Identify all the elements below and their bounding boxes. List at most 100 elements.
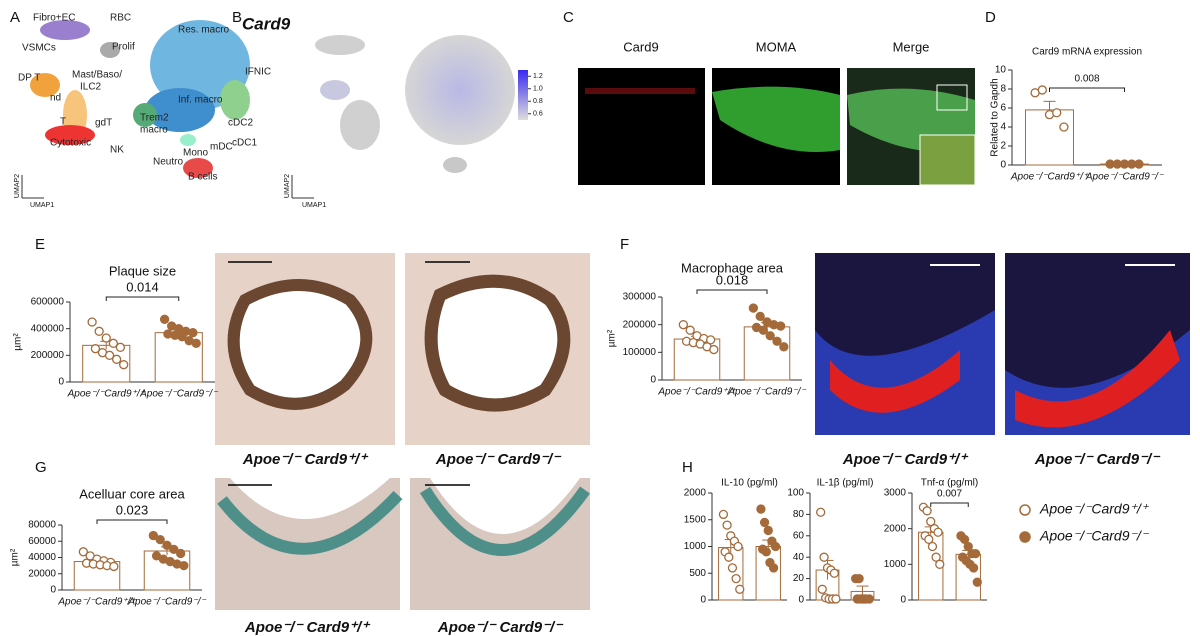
data-point	[162, 540, 172, 550]
colorbar-tick-label: 0.8	[533, 98, 543, 105]
data-point	[733, 541, 743, 552]
y-tick-label: 1500	[684, 514, 707, 525]
umap-axis-label: UMAP1	[30, 202, 54, 209]
y-tick-label: 2000	[684, 488, 707, 499]
y-tick-label: 0	[900, 595, 906, 606]
panel-b-title: Card9	[242, 14, 291, 33]
data-point	[931, 552, 941, 562]
umap-a	[30, 20, 250, 178]
data-point	[922, 506, 932, 516]
data-point	[169, 544, 179, 555]
data-point	[765, 331, 775, 341]
cluster-label: RBC	[110, 13, 131, 24]
y-tick-label: 300000	[623, 292, 657, 303]
data-point	[927, 541, 938, 552]
y-tick-label: 0	[1000, 160, 1006, 171]
data-point	[175, 548, 186, 559]
panel-letter: H	[682, 459, 693, 476]
data-point	[776, 321, 786, 331]
data-point	[148, 530, 159, 541]
cluster-label: Fibro+EC	[33, 13, 76, 24]
panel-letter: C	[563, 9, 574, 26]
colorbar-tick-label: 1.0	[533, 86, 543, 93]
data-point	[924, 534, 934, 545]
chart-title: Acelluar core area	[79, 486, 185, 501]
cluster-label: Mast/Baso/	[72, 70, 122, 81]
data-point	[177, 332, 187, 342]
data-point	[108, 338, 118, 348]
y-tick-label: 0	[50, 585, 56, 596]
y-tick-label: 100	[787, 488, 804, 499]
data-point	[722, 520, 732, 530]
data-point	[119, 360, 129, 370]
y-tick-label: 1000	[684, 541, 707, 552]
cluster-label: DP T	[18, 73, 40, 84]
x-tick-label: Apoe⁻/⁻Card9⁺/⁺	[67, 389, 146, 400]
cluster-label: nd	[50, 93, 61, 104]
data-point	[770, 541, 781, 552]
cluster-label: cDC1	[232, 138, 257, 149]
panel-letter: F	[620, 236, 629, 253]
micrographs-f	[815, 253, 1190, 435]
y-axis-label: Related to Gapdh	[990, 78, 1001, 156]
chart-title: Tnf-α (pg/ml)	[921, 478, 978, 489]
cluster-label: gdT	[95, 118, 112, 129]
data-point	[926, 516, 936, 527]
cluster-label: Res. macro	[178, 25, 230, 36]
data-point	[963, 541, 973, 552]
y-tick-label: 100000	[623, 347, 657, 358]
cluster-label: Cytotoxic	[50, 138, 91, 149]
data-point	[104, 350, 115, 360]
micrographs-c	[578, 41, 976, 186]
data-point	[759, 517, 770, 528]
significance-bracket	[105, 296, 180, 301]
y-tick-label: 200000	[31, 350, 65, 361]
p-value: 0.007	[937, 489, 962, 500]
y-tick-label: 0	[798, 595, 804, 606]
y-tick-label: 20000	[28, 568, 56, 579]
data-point	[706, 335, 716, 345]
significance-bracket	[1049, 87, 1125, 92]
x-tick-label: Apoe⁻/⁻Card9⁻/⁻	[139, 389, 218, 400]
y-tick-label: 0	[700, 595, 706, 606]
data-point	[685, 325, 695, 335]
legend-marker	[1019, 504, 1031, 516]
y-tick-label: 8	[1000, 84, 1006, 95]
data-point	[735, 584, 745, 594]
y-tick-label: 60	[793, 530, 805, 541]
image-label: Apoe⁻/⁻ Card9⁻/⁻	[437, 619, 564, 636]
panel-letter: A	[10, 9, 20, 26]
x-tick-label: Apoe⁻/⁻Card9⁻/⁻	[1085, 172, 1164, 183]
y-tick-label: 600000	[31, 297, 65, 308]
image-label: Apoe⁻/⁻ Card9⁺/⁺	[242, 451, 369, 468]
y-axis-label: µm²	[10, 548, 21, 566]
chart-title: Card9 mRNA expression	[1032, 47, 1142, 58]
umap-axis-label: UMAP2	[14, 174, 21, 198]
channel-label: MOMA	[756, 39, 797, 54]
image-label: Apoe⁻/⁻ Card9⁺/⁺	[842, 451, 969, 468]
data-point	[718, 509, 729, 520]
y-tick-label: 80000	[28, 520, 56, 531]
y-tick-label: 200000	[623, 319, 657, 330]
cluster-label: Neutro	[153, 157, 183, 168]
data-point	[859, 594, 869, 604]
significance-bracket	[696, 289, 768, 294]
colorbar	[518, 70, 528, 120]
x-tick-label: Apoe⁻/⁻Card9⁺/⁺	[1010, 172, 1089, 183]
data-point	[1037, 85, 1047, 95]
y-tick-label: 40	[793, 552, 805, 563]
data-point	[179, 560, 189, 571]
legend-label: Apoe⁻/⁻Card9⁺/⁺	[1039, 501, 1150, 517]
cluster-label: Mono	[183, 148, 208, 159]
data-point	[731, 573, 741, 584]
data-point	[935, 559, 945, 569]
panel-letter: D	[985, 9, 996, 26]
cluster-label: IFNIC	[245, 67, 271, 78]
p-value: 0.008	[1074, 74, 1099, 85]
data-point	[779, 342, 789, 352]
x-tick-label: Apoe⁻/⁻Card9⁻/⁻	[727, 387, 806, 398]
data-point	[756, 504, 766, 514]
significance-bracket	[930, 502, 969, 507]
legend-label: Apoe⁻/⁻Card9⁻/⁻	[1039, 528, 1150, 544]
